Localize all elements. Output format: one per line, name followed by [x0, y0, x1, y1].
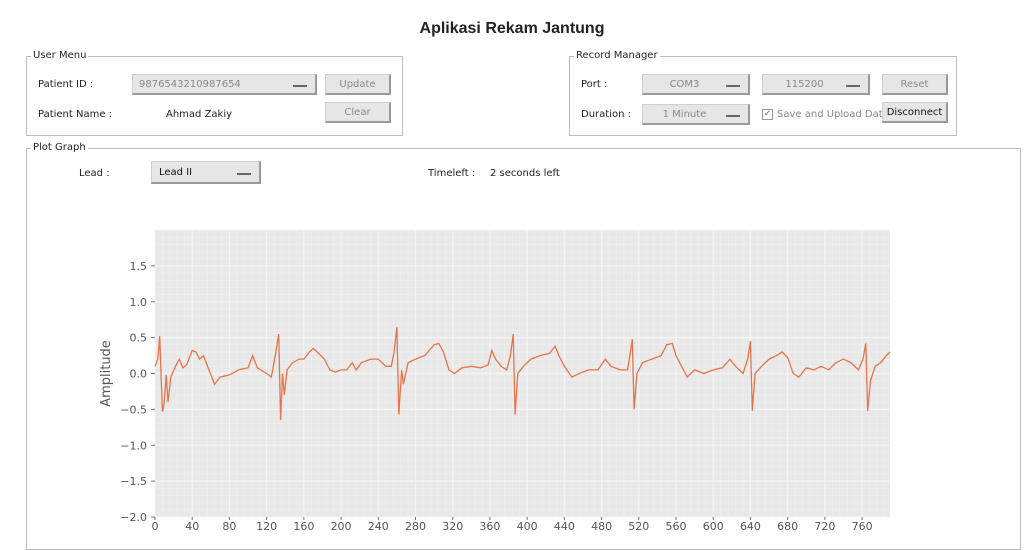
- patient-name-value: Ahmad Zakiy: [166, 109, 233, 120]
- duration-label: Duration :: [581, 109, 631, 120]
- baud-combo[interactable]: 115200: [762, 74, 870, 95]
- x-tick-label: 120: [256, 520, 277, 533]
- x-tick-label: 400: [517, 520, 538, 533]
- x-tick-label: 600: [703, 520, 724, 533]
- record-manager-legend: Record Manager: [574, 50, 660, 61]
- timeleft-label: Timeleft :: [428, 168, 476, 179]
- duration-combo[interactable]: 1 Minute: [642, 104, 750, 125]
- y-axis-label: Amplitude: [99, 340, 114, 407]
- port-label: Port :: [581, 79, 608, 90]
- y-tick-label: 1.5: [130, 260, 148, 273]
- x-tick-label: 560: [666, 520, 687, 533]
- ecg-chart: 0 40 80 120 160 200 240 280 320 360 400 440 480 520 56…: [99, 229, 891, 533]
- patient-id-value: 9876543210987654: [139, 78, 241, 90]
- update-button[interactable]: Update: [325, 74, 391, 95]
- clear-button[interactable]: Clear: [325, 102, 391, 123]
- baud-value: 115200: [785, 78, 824, 90]
- dropdown-arrow-icon: [237, 173, 251, 175]
- patient-id-combo[interactable]: 9876543210987654: [132, 74, 317, 95]
- x-tick-label: 480: [591, 520, 612, 533]
- user-menu-group: User Menu Patient ID : 9876543210987654 …: [26, 50, 403, 136]
- save-upload-label: Save and Upload Data: [777, 109, 889, 120]
- y-tick-label: −1.5: [120, 475, 147, 488]
- record-manager-group: Record Manager Port : COM3 115200 Reset …: [569, 50, 957, 136]
- app-title: Aplikasi Rekam Jantung: [419, 20, 605, 37]
- save-upload-checkbox[interactable]: ✓: [762, 109, 773, 120]
- y-tick-label: −2.0: [120, 511, 147, 524]
- port-combo[interactable]: COM3: [642, 74, 750, 95]
- dropdown-arrow-icon: [293, 85, 307, 87]
- patient-name-label: Patient Name :: [38, 109, 113, 120]
- y-tick-label: 0.0: [130, 368, 148, 381]
- dropdown-arrow-icon: [726, 115, 740, 117]
- x-tick-label: 760: [852, 520, 873, 533]
- y-tick-label: 1.0: [130, 296, 148, 309]
- lead-value: Lead II: [159, 166, 193, 178]
- x-tick-label: 240: [368, 520, 389, 533]
- timeleft-value: 2 seconds left: [490, 168, 560, 179]
- user-menu-legend: User Menu: [31, 50, 89, 61]
- x-tick-label: 640: [740, 520, 761, 533]
- plot-graph-legend: Plot Graph: [31, 142, 88, 153]
- y-tick-label: −1.0: [120, 439, 147, 452]
- x-tick-label: 40: [185, 520, 199, 533]
- lead-combo[interactable]: Lead II: [151, 161, 261, 184]
- reset-button[interactable]: Reset: [882, 74, 948, 95]
- dropdown-arrow-icon: [846, 85, 860, 87]
- x-tick-label: 160: [293, 520, 314, 533]
- duration-value: 1 Minute: [662, 108, 707, 120]
- port-value: COM3: [669, 78, 700, 90]
- x-tick-label: 280: [405, 520, 426, 533]
- x-tick-label: 320: [442, 520, 463, 533]
- x-tick-label: 200: [331, 520, 352, 533]
- disconnect-button[interactable]: Disconnect: [882, 102, 948, 123]
- x-tick-label: 80: [222, 520, 236, 533]
- lead-label: Lead :: [79, 168, 110, 179]
- x-tick-label: 520: [628, 520, 649, 533]
- x-tick-label: 680: [777, 520, 798, 533]
- y-tick-label: −0.5: [120, 403, 147, 416]
- dropdown-arrow-icon: [726, 85, 740, 87]
- x-tick-label: 0: [152, 520, 159, 533]
- x-tick-label: 440: [554, 520, 575, 533]
- ecg-series-line: [154, 326, 891, 421]
- y-tick-label: 0.5: [130, 332, 148, 345]
- patient-id-label: Patient ID :: [38, 79, 94, 90]
- x-tick-label: 720: [814, 520, 835, 533]
- x-tick-label: 360: [479, 520, 500, 533]
